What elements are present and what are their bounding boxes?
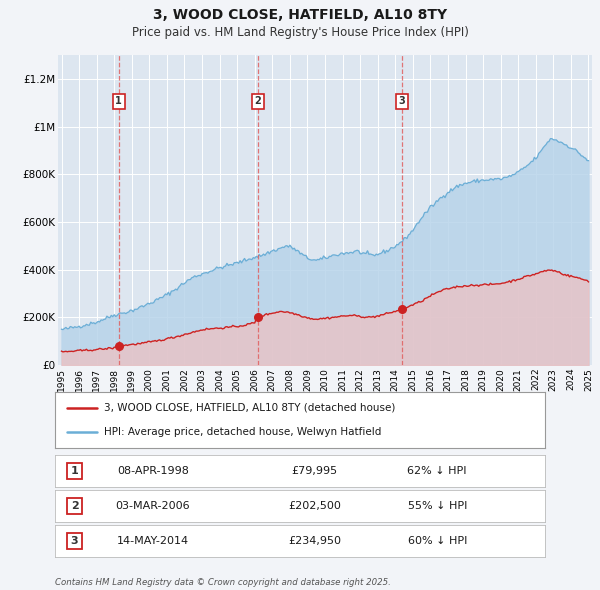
- Text: 62% ↓ HPI: 62% ↓ HPI: [407, 466, 467, 476]
- Text: 08-APR-1998: 08-APR-1998: [117, 466, 189, 476]
- Text: 2: 2: [71, 501, 79, 511]
- Text: 03-MAR-2006: 03-MAR-2006: [116, 501, 190, 511]
- Text: 1: 1: [115, 97, 122, 107]
- Text: 14-MAY-2014: 14-MAY-2014: [117, 536, 189, 546]
- Text: 55% ↓ HPI: 55% ↓ HPI: [407, 501, 467, 511]
- Text: 3: 3: [398, 97, 405, 107]
- Text: £79,995: £79,995: [292, 466, 338, 476]
- Text: £202,500: £202,500: [288, 501, 341, 511]
- Text: £234,950: £234,950: [288, 536, 341, 546]
- Text: Price paid vs. HM Land Registry's House Price Index (HPI): Price paid vs. HM Land Registry's House …: [131, 26, 469, 39]
- Text: 3, WOOD CLOSE, HATFIELD, AL10 8TY: 3, WOOD CLOSE, HATFIELD, AL10 8TY: [153, 8, 447, 22]
- Text: 2: 2: [254, 97, 261, 107]
- Text: HPI: Average price, detached house, Welwyn Hatfield: HPI: Average price, detached house, Welw…: [104, 427, 382, 437]
- Text: 1: 1: [71, 466, 79, 476]
- Text: 3: 3: [71, 536, 79, 546]
- Text: Contains HM Land Registry data © Crown copyright and database right 2025.
This d: Contains HM Land Registry data © Crown c…: [55, 578, 391, 590]
- Text: 60% ↓ HPI: 60% ↓ HPI: [407, 536, 467, 546]
- Text: 3, WOOD CLOSE, HATFIELD, AL10 8TY (detached house): 3, WOOD CLOSE, HATFIELD, AL10 8TY (detac…: [104, 403, 395, 412]
